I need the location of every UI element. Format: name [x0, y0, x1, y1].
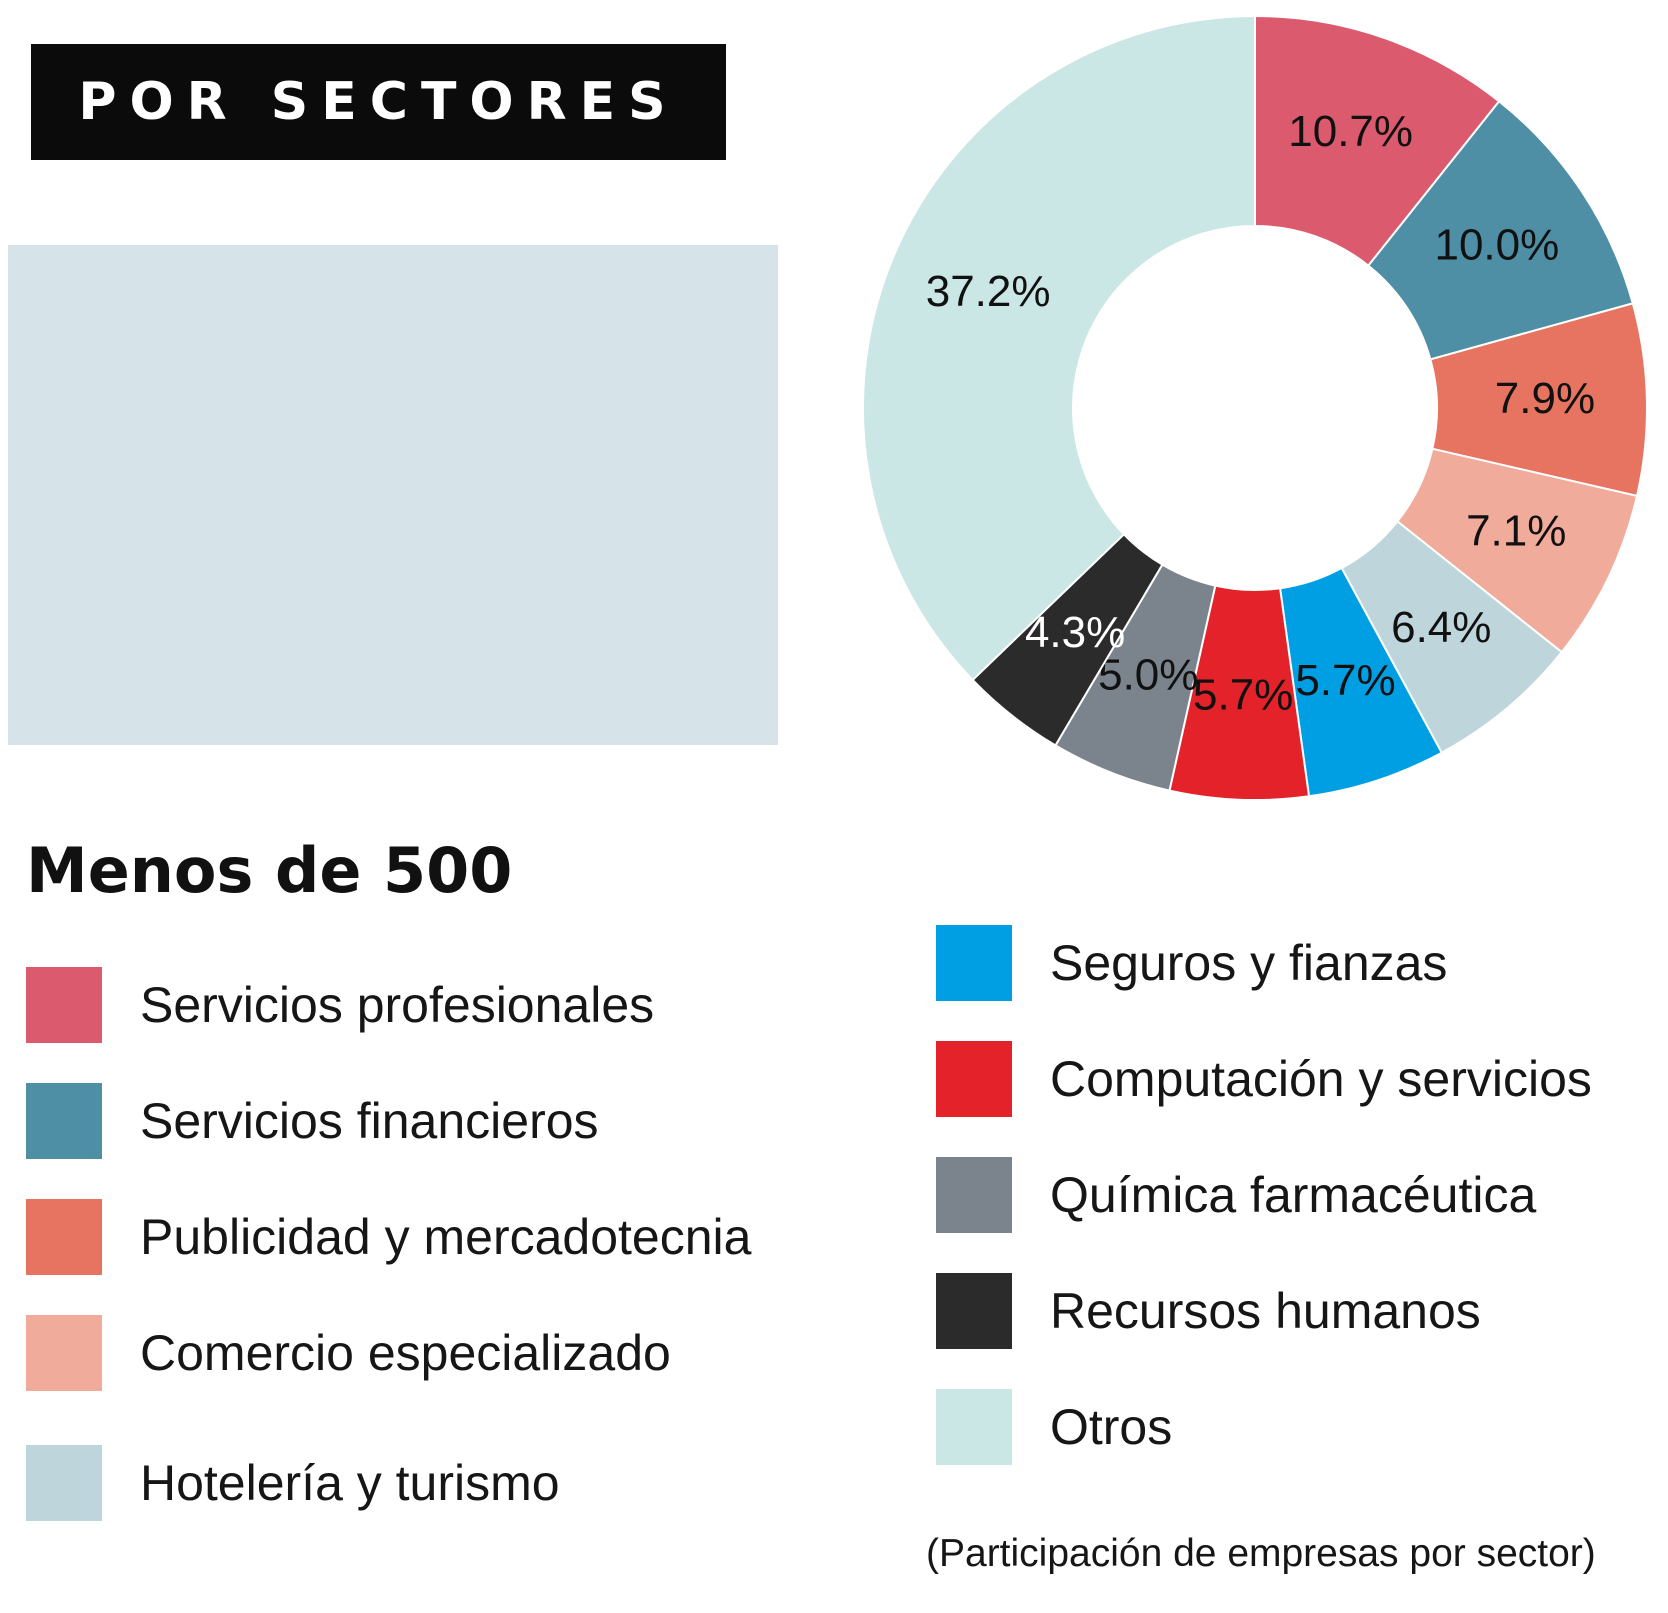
legend-item: Seguros y fianzas [936, 925, 1447, 1001]
slice-value-label: 10.7% [1288, 107, 1413, 156]
legend-swatch [936, 1041, 1012, 1117]
slice-value-label: 7.1% [1466, 507, 1566, 556]
legend-item: Química farmacéutica [936, 1157, 1536, 1233]
legend-swatch [26, 1315, 102, 1391]
legend-item: Otros [936, 1389, 1172, 1465]
legend-label: Hotelería y turismo [140, 1455, 560, 1511]
legend-item: Comercio especializado [26, 1315, 671, 1391]
slice-value-label: 4.3% [1025, 608, 1125, 657]
legend-swatch [26, 1445, 102, 1521]
legend-label: Servicios profesionales [140, 977, 655, 1033]
slice-value-label: 37.2% [926, 267, 1051, 316]
legend-label: Servicios financieros [140, 1093, 599, 1149]
legend-label: Computación y servicios [1050, 1051, 1592, 1107]
slice-value-label: 5.7% [1295, 656, 1395, 705]
legend-swatch [936, 925, 1012, 1001]
legend-label: Publicidad y mercadotecnia [140, 1209, 752, 1265]
legend-item: Publicidad y mercadotecnia [26, 1199, 751, 1275]
donut-slice-10 [862, 14, 1256, 682]
legend-label: Otros [1050, 1399, 1173, 1455]
donut-chart: 10.7%10.0%7.9%7.1%6.4%5.7%5.7%5.0%4.3%37… [862, 14, 1648, 801]
chart-note: (Participación de empresas por sector) [926, 1532, 1596, 1575]
legend-label: Recursos humanos [1050, 1283, 1481, 1339]
legend-swatch [26, 1083, 102, 1159]
legend-swatch [936, 1157, 1012, 1233]
legend-label: Seguros y fianzas [1050, 935, 1448, 991]
title-banner: POR SECTORES [31, 44, 726, 160]
donut-slice-1 [1254, 14, 1501, 268]
background-panel [8, 245, 778, 745]
legend-item: Servicios profesionales [26, 967, 654, 1043]
legend-swatch [936, 1389, 1012, 1465]
legend-swatch [936, 1273, 1012, 1349]
slice-value-label: 6.4% [1391, 603, 1491, 652]
legend-label: Química farmacéutica [1050, 1167, 1537, 1223]
slice-value-label: 10.0% [1435, 221, 1560, 270]
legend-label: Comercio especializado [140, 1325, 671, 1381]
chart-subtitle: Menos de 500 [26, 834, 513, 907]
legend-item: Servicios financieros [26, 1083, 599, 1159]
legend-swatch [26, 967, 102, 1043]
slice-value-label: 7.9% [1495, 374, 1595, 423]
legend-swatch [26, 1199, 102, 1275]
slice-value-label: 5.0% [1098, 650, 1198, 699]
chart-title: POR SECTORES [78, 72, 679, 132]
legend-item: Hotelería y turismo [26, 1445, 560, 1521]
slice-value-label: 5.7% [1193, 670, 1293, 719]
legend-item: Computación y servicios [936, 1041, 1592, 1117]
legend-item: Recursos humanos [936, 1273, 1481, 1349]
